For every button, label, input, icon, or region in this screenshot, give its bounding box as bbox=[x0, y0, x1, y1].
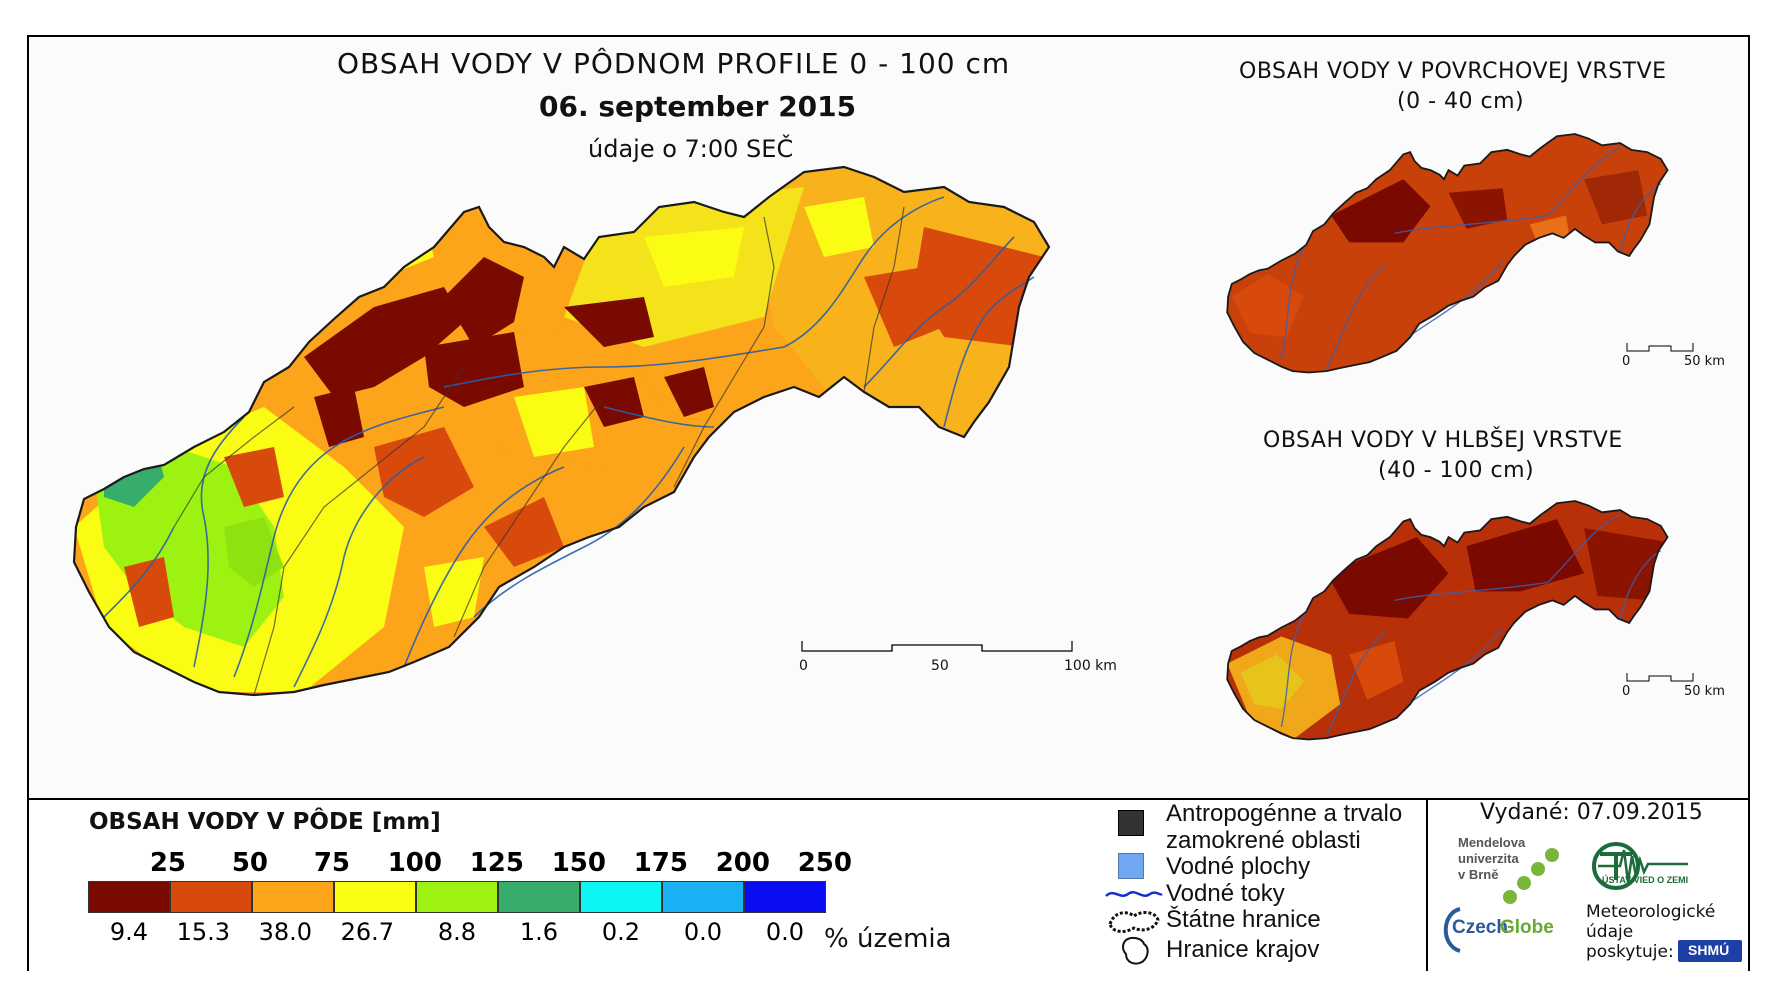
met-data-line1: Meteorologické bbox=[1586, 902, 1716, 922]
ustav-vied-label: ÚSTAV VIED O ZEMI bbox=[1602, 875, 1689, 885]
legend-threshold-150: 150 bbox=[551, 848, 606, 878]
main-map-date: 06. september 2015 bbox=[539, 90, 857, 123]
deep-layer-map bbox=[1226, 500, 1669, 741]
mendel-univ-line2: univerzita bbox=[1458, 851, 1519, 866]
deep-map-title: OBSAH VODY V HLBŠEJ VRSTVE bbox=[1263, 428, 1623, 453]
main-map-time-note: údaje o 7:00 SEČ bbox=[588, 135, 794, 163]
legend-threshold-100: 100 bbox=[387, 848, 442, 878]
legend-percent-7: 0.0 bbox=[683, 918, 722, 946]
legend-swatch-3 bbox=[334, 881, 416, 913]
state-border-label: Štátne hranice bbox=[1166, 906, 1321, 933]
legend-percent-6: 0.2 bbox=[601, 918, 640, 946]
surface-layer-map bbox=[1226, 133, 1669, 374]
main-scale-bar bbox=[801, 641, 1073, 652]
legend-percent-2: 38.0 bbox=[258, 918, 312, 946]
legend-threshold-50: 50 bbox=[231, 848, 268, 878]
urban-area-label-2: zamokrené oblasti bbox=[1166, 827, 1361, 854]
water-body-label: Vodné plochy bbox=[1166, 853, 1311, 880]
map-frame: OBSAH VODY V PÔDNOM PROFILE 0 - 100 cm 0… bbox=[27, 35, 1750, 971]
mendel-univ-line3: v Brně bbox=[1458, 867, 1499, 882]
legend-percent-1: 15.3 bbox=[176, 918, 230, 946]
legend-percent-5: 1.6 bbox=[519, 918, 558, 946]
mendel-univ-line1: Mendelova bbox=[1458, 835, 1526, 850]
czechglobe-arc-icon bbox=[1443, 907, 1461, 953]
issued-date: Vydané: 07.09.2015 bbox=[1480, 800, 1703, 825]
shmu-logo: SHMÚ bbox=[1678, 940, 1742, 962]
czechglobe-logo-czech: Czech bbox=[1452, 917, 1508, 938]
legend-swatch-4 bbox=[416, 881, 498, 913]
legend-threshold-25: 25 bbox=[149, 848, 186, 878]
surface-map-title: OBSAH VODY V POVRCHOVEJ VRSTVE bbox=[1239, 59, 1667, 84]
deep-scale-tick-0: 0 bbox=[1622, 684, 1631, 699]
shmu-logo-text: SHMÚ bbox=[1688, 942, 1730, 958]
legend-percent-4: 8.8 bbox=[437, 918, 476, 946]
legend-swatch-8 bbox=[744, 881, 826, 913]
met-data-line2: údaje bbox=[1586, 922, 1634, 942]
main-scale-tick-50: 50 bbox=[931, 658, 949, 674]
urban-area-swatch bbox=[1118, 810, 1144, 836]
water-body-swatch bbox=[1118, 853, 1144, 879]
surface-scale-tick-0: 0 bbox=[1622, 354, 1631, 369]
deep-map-depth: (40 - 100 cm) bbox=[1378, 458, 1535, 483]
legend-threshold-200: 200 bbox=[715, 848, 770, 878]
legend-swatch-0 bbox=[88, 881, 170, 913]
czechglobe-dots-icon bbox=[1503, 848, 1559, 904]
legend-threshold-175: 175 bbox=[633, 848, 688, 878]
legend-swatch-5 bbox=[498, 881, 580, 913]
deep-scale-bar bbox=[1626, 673, 1694, 682]
region-border-label: Hranice krajov bbox=[1166, 936, 1320, 963]
surface-scale-bar bbox=[1626, 343, 1694, 352]
main-scale-tick-100: 100 km bbox=[1064, 658, 1117, 674]
river-label: Vodné toky bbox=[1166, 880, 1285, 907]
legend-percent-0: 9.4 bbox=[109, 918, 148, 946]
legend-title: OBSAH VODY V PÔDE [mm] bbox=[89, 809, 441, 835]
legend-threshold-125: 125 bbox=[469, 848, 524, 878]
deep-scale-tick-50: 50 km bbox=[1684, 684, 1725, 699]
main-soil-moisture-map bbox=[72, 165, 1051, 697]
river-symbol-icon bbox=[1105, 891, 1163, 897]
legend-swatch-2 bbox=[252, 881, 334, 913]
met-data-line3: poskytuje: bbox=[1586, 942, 1674, 962]
surface-scale-tick-50: 50 km bbox=[1684, 354, 1725, 369]
legend-threshold-250: 250 bbox=[797, 848, 852, 878]
urban-area-label-1: Antropogénne a trvalo bbox=[1166, 800, 1403, 827]
region-border-icon bbox=[1122, 936, 1149, 965]
legend-swatch-6 bbox=[580, 881, 662, 913]
legend-divider bbox=[1426, 800, 1428, 971]
state-border-icon bbox=[1108, 911, 1160, 933]
main-scale-tick-0: 0 bbox=[799, 658, 808, 674]
legend-threshold-75: 75 bbox=[313, 848, 350, 878]
surface-map-depth: (0 - 40 cm) bbox=[1397, 89, 1525, 114]
legend-swatch-7 bbox=[662, 881, 744, 913]
legend-percent-unit: % územia bbox=[824, 924, 952, 954]
legend-percent-3: 26.7 bbox=[340, 918, 394, 946]
czechglobe-logo-globe: Globe bbox=[1500, 917, 1554, 938]
main-map-title: OBSAH VODY V PÔDNOM PROFILE 0 - 100 cm bbox=[337, 47, 1011, 80]
ustav-vied-logo-icon bbox=[1592, 842, 1688, 890]
legend-swatch-1 bbox=[170, 881, 252, 913]
legend-percent-8: 0.0 bbox=[765, 918, 804, 946]
